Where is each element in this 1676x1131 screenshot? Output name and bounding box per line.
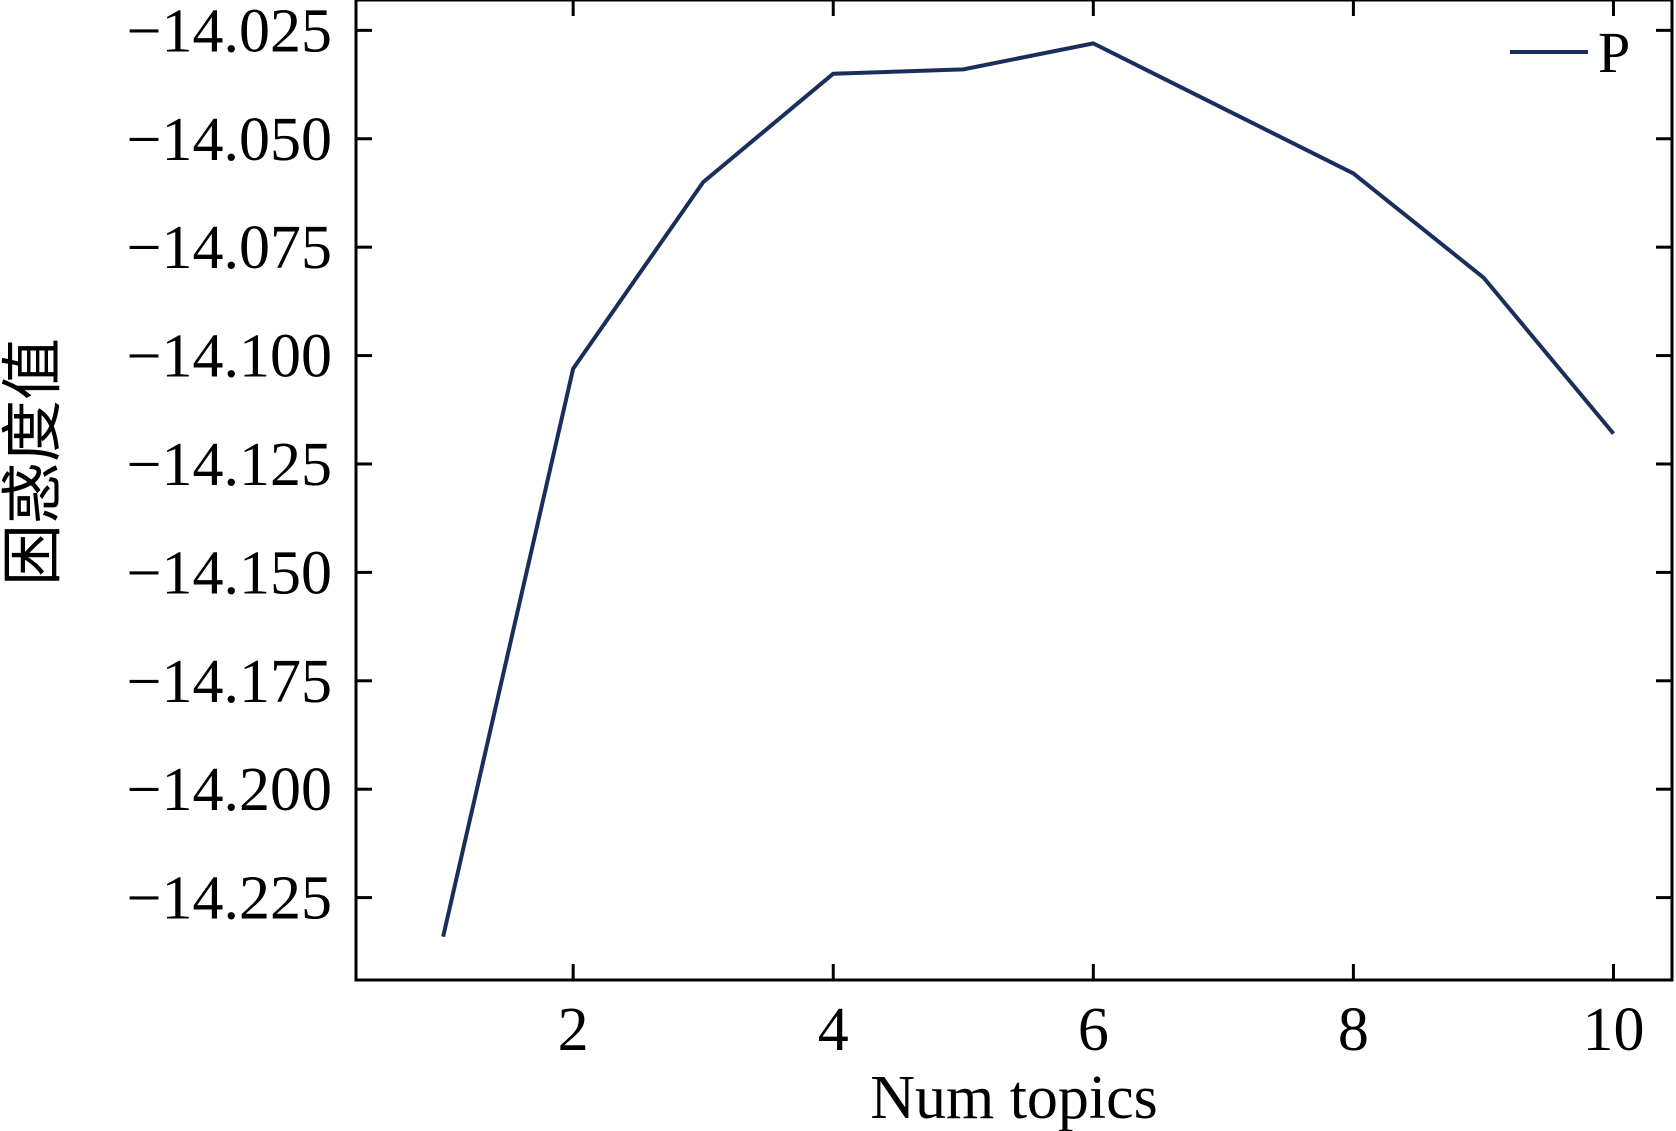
y-tick-label: −14.150 [127, 539, 332, 607]
series-line-p [441, 41, 1616, 938]
x-tick-label: 6 [1078, 996, 1109, 1064]
plot-area-frame [354, 0, 1674, 982]
legend-label-p: P [1598, 20, 1630, 85]
y-tick-label: −14.025 [127, 0, 332, 65]
y-axis-label: 困惑度值 [0, 338, 69, 586]
y-tick-label: −14.075 [127, 214, 332, 282]
x-tick-label: 4 [818, 996, 849, 1064]
series-layer [441, 41, 1616, 938]
y-tick-label: −14.050 [127, 106, 332, 174]
x-tick-label: 2 [558, 996, 589, 1064]
y-tick-label: −14.225 [127, 865, 332, 933]
y-tick-label: −14.200 [127, 756, 332, 824]
x-tick-label: 8 [1338, 996, 1369, 1064]
y-tick-label: −14.100 [127, 323, 332, 391]
legend: P [1510, 20, 1630, 85]
y-tick-label: −14.125 [127, 431, 332, 499]
ticks [356, 0, 1672, 980]
x-tick-label: 10 [1582, 996, 1644, 1064]
tick-labels: 2 4 6 8 10 −14.025 −14.050 −14.075 −14.100 −14.12… [127, 0, 1645, 1064]
x-axis-label: Num topics [870, 1064, 1158, 1131]
y-tick-label: −14.175 [127, 648, 332, 716]
